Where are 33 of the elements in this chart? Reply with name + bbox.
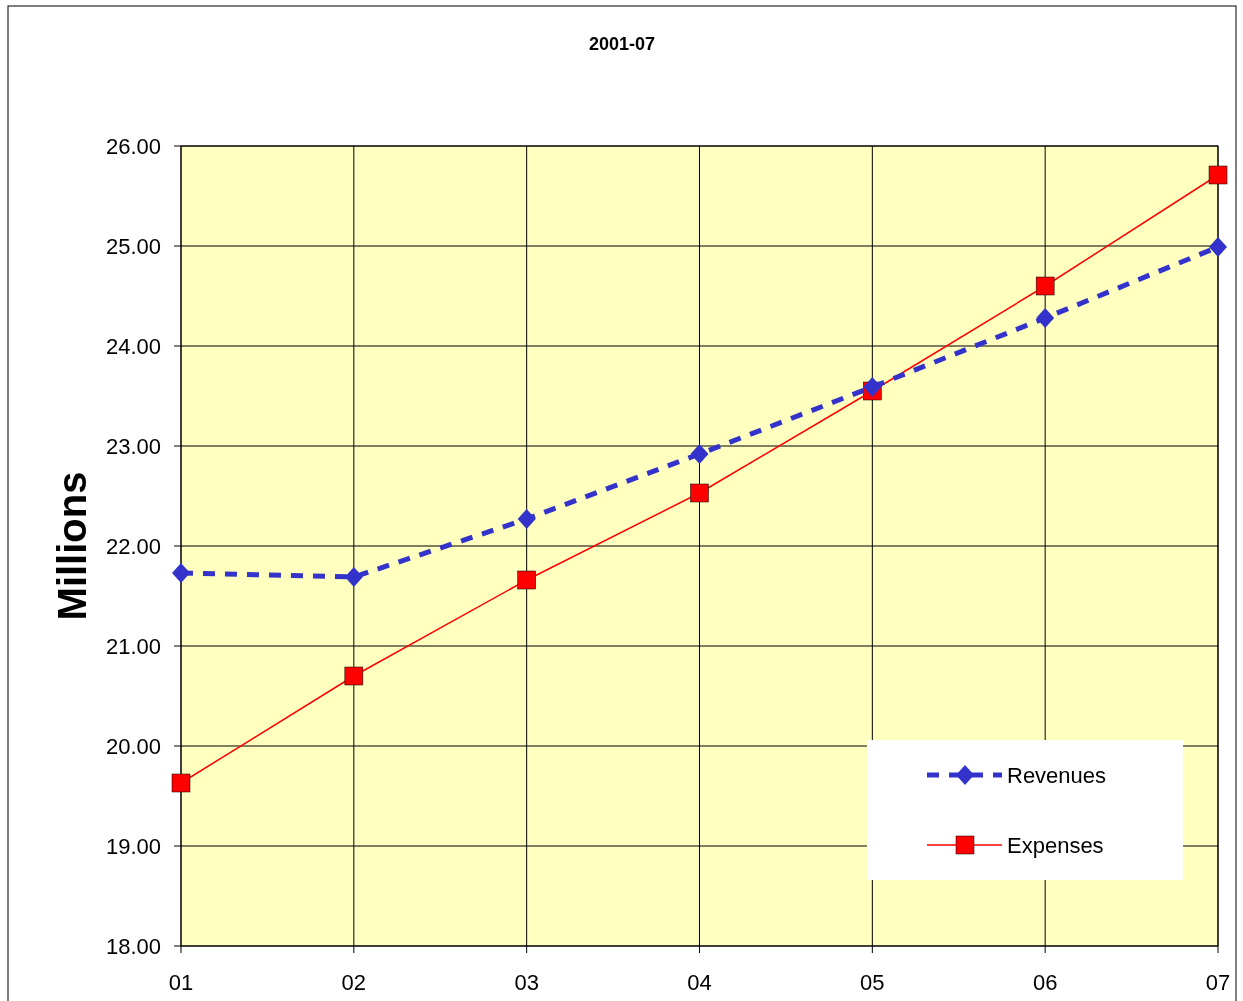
point — [1208, 165, 1228, 185]
x-tick-label: 07 — [1205, 970, 1231, 995]
x-tick-label: 01 — [168, 970, 194, 995]
point — [690, 483, 709, 503]
y-tick-label: 22.00 — [105, 533, 161, 559]
point — [517, 509, 536, 529]
y-tick-label: 18.00 — [105, 933, 161, 959]
y-tick-label: 26.00 — [105, 133, 161, 159]
point — [1209, 237, 1227, 257]
point — [1036, 308, 1055, 328]
legend-label: Revenues — [1007, 762, 1107, 788]
point — [517, 570, 536, 590]
y-tick-label: 23.00 — [105, 433, 161, 459]
point — [344, 666, 364, 686]
x-tick-label: 04 — [687, 970, 712, 995]
x-tick-label: 05 — [860, 970, 885, 995]
x-tick-label: 02 — [341, 970, 367, 995]
y-tick-label: 19.00 — [105, 833, 161, 859]
point — [1035, 276, 1055, 296]
y-tick-label: 20.00 — [105, 733, 161, 759]
point — [690, 444, 709, 464]
x-tick-label: 03 — [514, 970, 539, 995]
point — [863, 377, 882, 397]
legend-label: Expenses — [1007, 832, 1104, 858]
x-tick-label: 06 — [1032, 970, 1058, 995]
chart-title: 2001-07 — [588, 34, 656, 54]
y-tick-label: 24.00 — [105, 333, 161, 359]
y-tick-label: 21.00 — [105, 633, 161, 659]
point — [344, 567, 363, 587]
point — [172, 563, 190, 583]
point — [171, 773, 191, 793]
y-axis-title: Millions — [50, 471, 94, 621]
y-tick-label: 25.00 — [105, 233, 161, 259]
